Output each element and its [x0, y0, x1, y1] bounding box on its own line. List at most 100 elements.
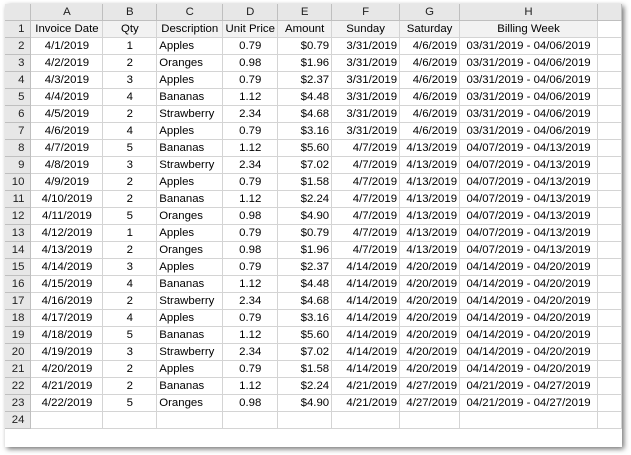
cell-invoice-date[interactable]: 4/19/2019: [30, 343, 104, 361]
cell-qty[interactable]: 3: [102, 343, 158, 361]
cell-unit-price[interactable]: 1.12: [222, 88, 279, 106]
cell-invoice-date[interactable]: 4/5/2019: [30, 105, 104, 123]
cell-billing-week[interactable]: 04/07/2019 - 04/13/2019: [459, 190, 599, 208]
cell-invoice-date[interactable]: 4/18/2019: [30, 326, 104, 344]
cell-amount[interactable]: $4.68: [277, 105, 333, 123]
empty-cell[interactable]: [597, 207, 622, 225]
cell-description[interactable]: Apples: [156, 258, 224, 276]
cell-sunday[interactable]: 4/7/2019: [331, 156, 401, 174]
row-header[interactable]: 3: [5, 54, 32, 72]
empty-cell[interactable]: [597, 54, 622, 72]
cell-sunday[interactable]: 4/7/2019: [331, 173, 401, 191]
cell-invoice-date[interactable]: 4/14/2019: [30, 258, 104, 276]
header-cell-sunday[interactable]: Sunday: [331, 20, 401, 38]
row-header[interactable]: 24: [5, 411, 32, 429]
cell-invoice-date[interactable]: 4/13/2019: [30, 241, 104, 259]
cell-amount[interactable]: $4.48: [277, 275, 333, 293]
cell-amount[interactable]: $3.16: [277, 122, 333, 140]
cell-sunday[interactable]: 4/14/2019: [331, 343, 401, 361]
cell-sunday[interactable]: 3/31/2019: [331, 71, 401, 89]
empty-cell[interactable]: [597, 88, 622, 106]
cell-saturday[interactable]: 4/13/2019: [399, 224, 461, 242]
cell-billing-week[interactable]: 04/14/2019 - 04/20/2019: [459, 258, 599, 276]
cell-unit-price[interactable]: 1.12: [222, 139, 279, 157]
cell-description[interactable]: Strawberry: [156, 343, 224, 361]
cell-invoice-date[interactable]: 4/2/2019: [30, 54, 104, 72]
cell-description[interactable]: Bananas: [156, 326, 224, 344]
cell-invoice-date[interactable]: 4/16/2019: [30, 292, 104, 310]
header-cell-saturday[interactable]: Saturday: [399, 20, 461, 38]
row-header[interactable]: 18: [5, 309, 32, 327]
cell-description[interactable]: Strawberry: [156, 156, 224, 174]
column-header-g[interactable]: G: [399, 4, 461, 21]
cell-qty[interactable]: 2: [102, 377, 158, 395]
cell-saturday[interactable]: 4/20/2019: [399, 258, 461, 276]
cell-amount[interactable]: $2.24: [277, 190, 333, 208]
cell-sunday[interactable]: 4/14/2019: [331, 258, 401, 276]
row-header[interactable]: 2: [5, 37, 32, 55]
empty-cell[interactable]: [597, 241, 622, 259]
cell-sunday[interactable]: 4/7/2019: [331, 139, 401, 157]
cell-saturday[interactable]: 4/6/2019: [399, 54, 461, 72]
cell-unit-price[interactable]: 2.34: [222, 156, 279, 174]
cell-description[interactable]: Apples: [156, 360, 224, 378]
cell-qty[interactable]: 4: [102, 275, 158, 293]
cell-description[interactable]: Oranges: [156, 394, 224, 412]
header-cell-invoice-date[interactable]: Invoice Date: [30, 20, 104, 38]
cell-invoice-date[interactable]: 4/8/2019: [30, 156, 104, 174]
cell-sunday[interactable]: 4/7/2019: [331, 207, 401, 225]
row-header[interactable]: 15: [5, 258, 32, 276]
empty-cell[interactable]: [597, 139, 622, 157]
cell-qty[interactable]: 5: [102, 139, 158, 157]
cell-unit-price[interactable]: 0.98: [222, 394, 279, 412]
cell-billing-week[interactable]: 04/14/2019 - 04/20/2019: [459, 275, 599, 293]
row-header[interactable]: 13: [5, 224, 32, 242]
cell-description[interactable]: Strawberry: [156, 292, 224, 310]
cell-description[interactable]: Apples: [156, 122, 224, 140]
empty-cell[interactable]: [597, 377, 622, 395]
cell-description[interactable]: Apples: [156, 71, 224, 89]
cell-qty[interactable]: 5: [102, 394, 158, 412]
cell-sunday[interactable]: 4/14/2019: [331, 292, 401, 310]
cell-sunday[interactable]: 3/31/2019: [331, 105, 401, 123]
cell-billing-week[interactable]: 04/21/2019 - 04/27/2019: [459, 394, 599, 412]
cell-amount[interactable]: $7.02: [277, 343, 333, 361]
cell-unit-price[interactable]: 0.79: [222, 309, 279, 327]
cell-amount[interactable]: $1.58: [277, 173, 333, 191]
cell-invoice-date[interactable]: 4/20/2019: [30, 360, 104, 378]
cell-saturday[interactable]: 4/13/2019: [399, 156, 461, 174]
header-cell-billing-week[interactable]: Billing Week: [459, 20, 599, 38]
cell-amount[interactable]: $5.60: [277, 326, 333, 344]
cell-sunday[interactable]: 4/14/2019: [331, 309, 401, 327]
empty-cell[interactable]: [597, 156, 622, 174]
empty-cell[interactable]: [399, 411, 461, 429]
cell-amount[interactable]: $1.96: [277, 54, 333, 72]
row-header[interactable]: 20: [5, 343, 32, 361]
cell-sunday[interactable]: 3/31/2019: [331, 122, 401, 140]
empty-cell[interactable]: [597, 20, 622, 38]
empty-cell[interactable]: [156, 411, 224, 429]
empty-cell[interactable]: [597, 190, 622, 208]
cell-qty[interactable]: 4: [102, 122, 158, 140]
cell-description[interactable]: Oranges: [156, 54, 224, 72]
cell-amount[interactable]: $4.68: [277, 292, 333, 310]
empty-cell[interactable]: [597, 411, 622, 429]
empty-cell[interactable]: [597, 394, 622, 412]
column-header-c[interactable]: C: [156, 4, 224, 21]
cell-description[interactable]: Apples: [156, 224, 224, 242]
cell-unit-price[interactable]: 2.34: [222, 292, 279, 310]
cell-saturday[interactable]: 4/6/2019: [399, 71, 461, 89]
cell-qty[interactable]: 2: [102, 173, 158, 191]
cell-billing-week[interactable]: 03/31/2019 - 04/06/2019: [459, 54, 599, 72]
cell-billing-week[interactable]: 04/07/2019 - 04/13/2019: [459, 224, 599, 242]
cell-billing-week[interactable]: 03/31/2019 - 04/06/2019: [459, 88, 599, 106]
cell-billing-week[interactable]: 04/21/2019 - 04/27/2019: [459, 377, 599, 395]
cell-unit-price[interactable]: 0.79: [222, 37, 279, 55]
cell-saturday[interactable]: 4/27/2019: [399, 394, 461, 412]
cell-unit-price[interactable]: 0.79: [222, 122, 279, 140]
cell-description[interactable]: Bananas: [156, 377, 224, 395]
cell-saturday[interactable]: 4/13/2019: [399, 173, 461, 191]
row-header[interactable]: 14: [5, 241, 32, 259]
empty-cell[interactable]: [597, 292, 622, 310]
cell-amount[interactable]: $7.02: [277, 156, 333, 174]
